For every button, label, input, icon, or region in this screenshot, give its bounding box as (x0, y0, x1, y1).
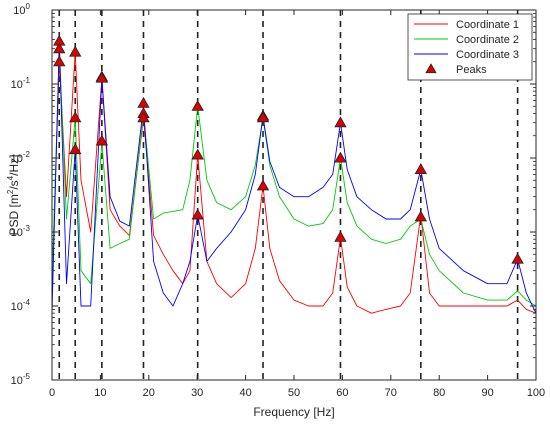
y-tick-label: 10-1 (11, 76, 31, 91)
x-tick-label: 10 (94, 387, 106, 399)
y-label-end: /Hz] (7, 155, 21, 176)
y-label-main: PSD [m (7, 194, 21, 235)
y-tick-label: 10-3 (11, 224, 31, 239)
vertical-dashed-lines (58, 10, 519, 380)
peaks-layer (53, 34, 524, 264)
peak-marker (414, 210, 427, 222)
y-label-sup1: 2 (6, 189, 15, 194)
y-label-mid: /s (7, 180, 21, 189)
x-tick-label: 50 (288, 387, 300, 399)
peak-marker (69, 143, 82, 155)
peak-marker (334, 230, 347, 242)
peak-marker (95, 71, 109, 83)
x-tick-label: 40 (239, 387, 251, 399)
peak-marker (256, 179, 270, 191)
peak-marker (334, 151, 347, 163)
peak-marker (137, 111, 150, 123)
peak-marker (256, 111, 270, 123)
x-tick-label: 70 (385, 387, 397, 399)
x-tick-label: 0 (49, 387, 55, 399)
x-tick-label: 20 (143, 387, 155, 399)
peak-marker (69, 111, 82, 123)
peak-marker (191, 148, 204, 160)
legend: Coordinate 1 Coordinate 2 Coordinate 3 Peak… (407, 13, 533, 81)
legend-label: Coordinate 3 (456, 49, 519, 61)
y-tick-label: 10-4 (11, 298, 31, 313)
legend-box (407, 13, 533, 81)
peak-marker (191, 208, 204, 220)
peak-marker (95, 134, 109, 146)
peak-marker (511, 252, 524, 264)
peak-marker (334, 116, 347, 128)
y-tick-label: 10-5 (11, 372, 31, 387)
peak-marker (191, 99, 204, 111)
x-tick-label: 30 (191, 387, 203, 399)
legend-label: Coordinate 1 (456, 19, 519, 31)
legend-label: Coordinate 2 (456, 34, 519, 46)
peak-marker (53, 55, 66, 67)
peak-marker (414, 163, 427, 174)
x-tick-label: 60 (336, 387, 348, 399)
y-tick-label: 100 (13, 2, 30, 17)
peak-marker (53, 42, 66, 54)
x-tick-label: 80 (433, 387, 445, 399)
x-axis-label: Frequency [Hz] (253, 405, 334, 419)
x-tick-label: 100 (527, 387, 545, 399)
legend-label: Peaks (456, 64, 487, 76)
y-axis-ticks: 10-5 10-4 10-3 10-2 10-1 100 (11, 2, 536, 387)
x-tick-label: 90 (481, 387, 493, 399)
y-tick-label: 10-2 (11, 150, 31, 165)
y-axis-label: PSD [m2/s4/Hz] (6, 155, 21, 236)
x-axis-ticks: 0 10 20 30 40 50 60 70 80 90 100 (49, 10, 545, 399)
y-label-sup2: 4 (6, 175, 15, 180)
peak-marker (69, 45, 82, 57)
legend-peak-swatch (425, 63, 437, 74)
